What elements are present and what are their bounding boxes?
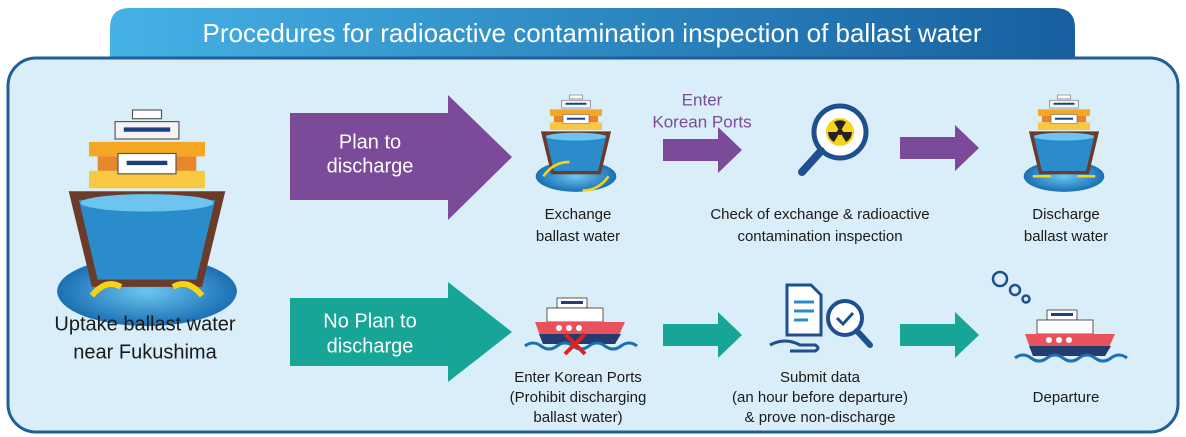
step-caption: ballast water	[536, 228, 620, 245]
arrow-label: Plan to	[339, 131, 401, 153]
title: Procedures for radioactive contamination…	[203, 18, 982, 48]
source-caption: Uptake ballast water	[54, 313, 236, 335]
step-caption: Submit data	[780, 369, 861, 386]
step-caption: Departure	[1033, 389, 1100, 406]
arrow-label: discharge	[327, 335, 414, 357]
page: Procedures for radioactive contamination…	[0, 0, 1186, 437]
step-caption: ballast water)	[533, 409, 622, 426]
step-caption: ballast water	[1024, 228, 1108, 245]
step-caption: (an hour before departure)	[732, 389, 908, 406]
source-caption: near Fukushima	[73, 341, 217, 363]
diagram: Procedures for radioactive contamination…	[0, 0, 1186, 437]
step-caption: contamination inspection	[737, 228, 902, 245]
port-label: Korean Ports	[652, 112, 751, 131]
step-caption: Check of exchange & radioactive	[710, 206, 929, 223]
step-caption: Discharge	[1032, 206, 1100, 223]
arrow-label: No Plan to	[323, 310, 416, 332]
step-caption: (Prohibit discharging	[510, 389, 647, 406]
arrow-label: discharge	[327, 155, 414, 177]
step-caption: Exchange	[545, 206, 612, 223]
step-caption: & prove non-discharge	[745, 409, 896, 426]
port-label: Enter	[682, 90, 723, 109]
step-caption: Enter Korean Ports	[514, 369, 642, 386]
